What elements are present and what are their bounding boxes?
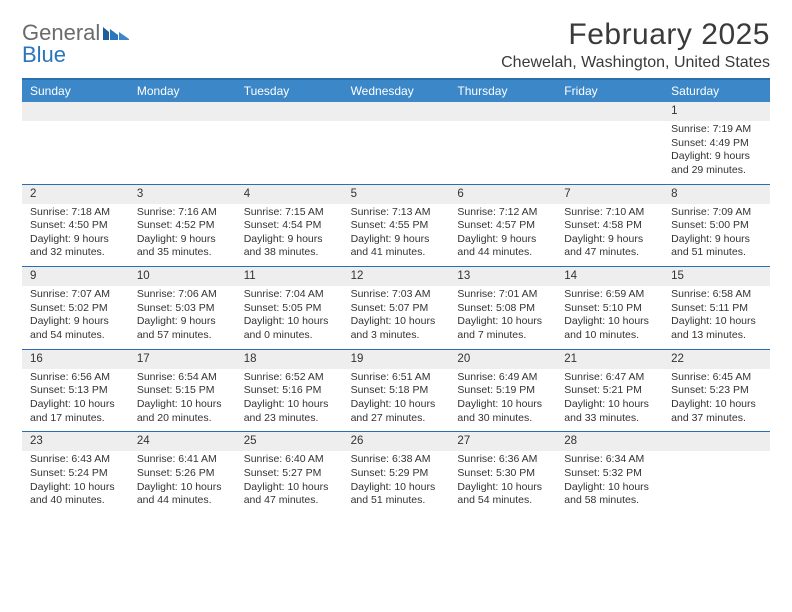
day-number: 28 [556, 432, 663, 451]
calendar-table: Sunday Monday Tuesday Wednesday Thursday… [22, 78, 770, 514]
day-cell: Sunrise: 7:18 AMSunset: 4:50 PMDaylight:… [22, 204, 129, 267]
day-cell: Sunrise: 6:58 AMSunset: 5:11 PMDaylight:… [663, 286, 770, 349]
day-cell [663, 451, 770, 514]
day-cell [449, 121, 556, 184]
day-number: 27 [449, 432, 556, 451]
day-cell: Sunrise: 6:43 AMSunset: 5:24 PMDaylight:… [22, 451, 129, 514]
day-number [236, 102, 343, 121]
day-number-row: 2345678 [22, 184, 770, 204]
day-number: 22 [663, 350, 770, 369]
day-number: 20 [449, 350, 556, 369]
weekday-header: Sunday Monday Tuesday Wednesday Thursday… [22, 80, 770, 102]
day-cell: Sunrise: 6:41 AMSunset: 5:26 PMDaylight:… [129, 451, 236, 514]
day-cell: Sunrise: 7:03 AMSunset: 5:07 PMDaylight:… [343, 286, 450, 349]
day-detail-row: Sunrise: 7:19 AMSunset: 4:49 PMDaylight:… [22, 121, 770, 184]
day-number-row: 9101112131415 [22, 266, 770, 286]
day-number: 21 [556, 350, 663, 369]
day-cell: Sunrise: 6:56 AMSunset: 5:13 PMDaylight:… [22, 369, 129, 432]
day-cell: Sunrise: 7:09 AMSunset: 5:00 PMDaylight:… [663, 204, 770, 267]
header: GeneralBlue February 2025 Chewelah, Wash… [22, 18, 770, 72]
flag-icon [103, 20, 129, 45]
day-number [449, 102, 556, 121]
day-number: 5 [343, 185, 450, 204]
day-number: 9 [22, 267, 129, 286]
day-cell [343, 121, 450, 184]
day-detail-row: Sunrise: 7:18 AMSunset: 4:50 PMDaylight:… [22, 204, 770, 267]
day-number: 1 [663, 102, 770, 121]
day-cell: Sunrise: 6:40 AMSunset: 5:27 PMDaylight:… [236, 451, 343, 514]
day-number: 19 [343, 350, 450, 369]
day-number: 10 [129, 267, 236, 286]
day-number [343, 102, 450, 121]
day-cell: Sunrise: 7:15 AMSunset: 4:54 PMDaylight:… [236, 204, 343, 267]
day-number: 14 [556, 267, 663, 286]
day-number [556, 102, 663, 121]
day-cell: Sunrise: 7:12 AMSunset: 4:57 PMDaylight:… [449, 204, 556, 267]
weekday-label: Tuesday [236, 80, 343, 102]
day-number: 2 [22, 185, 129, 204]
day-detail-row: Sunrise: 6:43 AMSunset: 5:24 PMDaylight:… [22, 451, 770, 514]
day-number: 4 [236, 185, 343, 204]
day-number: 12 [343, 267, 450, 286]
day-cell [236, 121, 343, 184]
weekday-label: Monday [129, 80, 236, 102]
weekday-label: Wednesday [343, 80, 450, 102]
day-number [663, 432, 770, 451]
day-cell: Sunrise: 7:13 AMSunset: 4:55 PMDaylight:… [343, 204, 450, 267]
calendar-page: GeneralBlue February 2025 Chewelah, Wash… [0, 0, 792, 524]
day-number: 18 [236, 350, 343, 369]
day-number: 6 [449, 185, 556, 204]
weekday-label: Thursday [449, 80, 556, 102]
day-number: 26 [343, 432, 450, 451]
day-number: 24 [129, 432, 236, 451]
day-cell: Sunrise: 7:07 AMSunset: 5:02 PMDaylight:… [22, 286, 129, 349]
location: Chewelah, Washington, United States [501, 54, 770, 72]
day-number: 17 [129, 350, 236, 369]
day-cell: Sunrise: 6:47 AMSunset: 5:21 PMDaylight:… [556, 369, 663, 432]
day-cell: Sunrise: 6:49 AMSunset: 5:19 PMDaylight:… [449, 369, 556, 432]
day-number: 3 [129, 185, 236, 204]
day-number-row: 1 [22, 102, 770, 121]
day-cell [22, 121, 129, 184]
day-number: 25 [236, 432, 343, 451]
weekday-label: Sunday [22, 80, 129, 102]
day-cell: Sunrise: 7:16 AMSunset: 4:52 PMDaylight:… [129, 204, 236, 267]
day-cell: Sunrise: 7:06 AMSunset: 5:03 PMDaylight:… [129, 286, 236, 349]
day-number: 7 [556, 185, 663, 204]
day-cell: Sunrise: 7:01 AMSunset: 5:08 PMDaylight:… [449, 286, 556, 349]
month-title: February 2025 [501, 18, 770, 52]
day-cell [129, 121, 236, 184]
day-number: 23 [22, 432, 129, 451]
day-cell: Sunrise: 7:19 AMSunset: 4:49 PMDaylight:… [663, 121, 770, 184]
day-detail-row: Sunrise: 7:07 AMSunset: 5:02 PMDaylight:… [22, 286, 770, 349]
weekday-label: Saturday [663, 80, 770, 102]
title-block: February 2025 Chewelah, Washington, Unit… [501, 18, 770, 72]
day-number: 13 [449, 267, 556, 286]
day-cell: Sunrise: 6:59 AMSunset: 5:10 PMDaylight:… [556, 286, 663, 349]
day-number-row: 232425262728 [22, 431, 770, 451]
day-cell: Sunrise: 6:36 AMSunset: 5:30 PMDaylight:… [449, 451, 556, 514]
day-cell: Sunrise: 6:54 AMSunset: 5:15 PMDaylight:… [129, 369, 236, 432]
day-number: 16 [22, 350, 129, 369]
day-number [22, 102, 129, 121]
day-number: 8 [663, 185, 770, 204]
day-cell: Sunrise: 6:51 AMSunset: 5:18 PMDaylight:… [343, 369, 450, 432]
brand-part2: Blue [22, 42, 66, 67]
day-cell: Sunrise: 7:10 AMSunset: 4:58 PMDaylight:… [556, 204, 663, 267]
day-cell: Sunrise: 6:45 AMSunset: 5:23 PMDaylight:… [663, 369, 770, 432]
brand-text: GeneralBlue [22, 22, 129, 66]
brand-logo: GeneralBlue [22, 22, 129, 66]
day-number-row: 16171819202122 [22, 349, 770, 369]
weekday-label: Friday [556, 80, 663, 102]
day-cell: Sunrise: 6:38 AMSunset: 5:29 PMDaylight:… [343, 451, 450, 514]
day-cell: Sunrise: 6:34 AMSunset: 5:32 PMDaylight:… [556, 451, 663, 514]
day-number [129, 102, 236, 121]
day-cell: Sunrise: 7:04 AMSunset: 5:05 PMDaylight:… [236, 286, 343, 349]
day-cell: Sunrise: 6:52 AMSunset: 5:16 PMDaylight:… [236, 369, 343, 432]
day-cell [556, 121, 663, 184]
day-number: 11 [236, 267, 343, 286]
day-detail-row: Sunrise: 6:56 AMSunset: 5:13 PMDaylight:… [22, 369, 770, 432]
day-number: 15 [663, 267, 770, 286]
